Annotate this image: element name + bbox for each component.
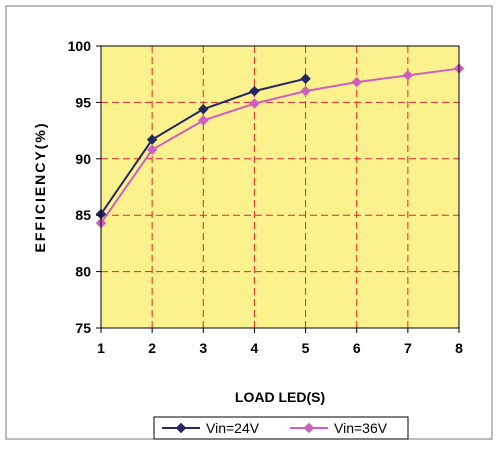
x-tick-label: 1 (97, 340, 105, 356)
x-tick-label: 5 (302, 340, 310, 356)
plot-area (101, 46, 459, 328)
legend: Vin=24V Vin=36V (153, 416, 409, 440)
legend-box (153, 416, 409, 440)
data-point (300, 73, 311, 85)
plot-border (100, 45, 460, 329)
x-tick-label: 2 (148, 340, 156, 356)
series-layer (95, 63, 465, 229)
data-point (146, 144, 158, 156)
x-tick-label: 4 (251, 340, 259, 356)
legend-marker (175, 422, 187, 434)
x-tick-label: 7 (404, 340, 412, 356)
data-point (402, 69, 414, 81)
x-axis-label: LOAD LED(S) (235, 389, 325, 405)
legend-marker (303, 422, 315, 434)
data-point (249, 85, 260, 97)
legend-label: Vin=36V (334, 420, 388, 436)
y-axis-ticks: 75 80 85 90 95 100 (68, 38, 101, 336)
data-point (300, 85, 311, 97)
x-tick-label: 3 (199, 340, 207, 356)
x-tick-label: 6 (353, 340, 361, 356)
y-tick-label: 75 (75, 320, 91, 336)
data-point (197, 115, 209, 126)
y-tick-label: 90 (75, 151, 91, 167)
legend-label: Vin=24V (206, 420, 260, 436)
y-tick-label: 85 (75, 207, 91, 223)
data-point (249, 98, 260, 109)
series-2 (95, 63, 465, 229)
x-axis-ticks: 1 2 3 4 5 6 7 8 (97, 328, 463, 356)
data-point (351, 76, 363, 88)
y-tick-label: 100 (68, 38, 92, 54)
x-tick-label: 8 (455, 340, 463, 356)
data-point (197, 103, 209, 115)
y-axis-label: EFFICIENCY(%) (32, 122, 48, 253)
y-tick-label: 80 (75, 264, 91, 280)
y-tick-label: 95 (75, 94, 91, 110)
series-line (100, 67, 460, 224)
